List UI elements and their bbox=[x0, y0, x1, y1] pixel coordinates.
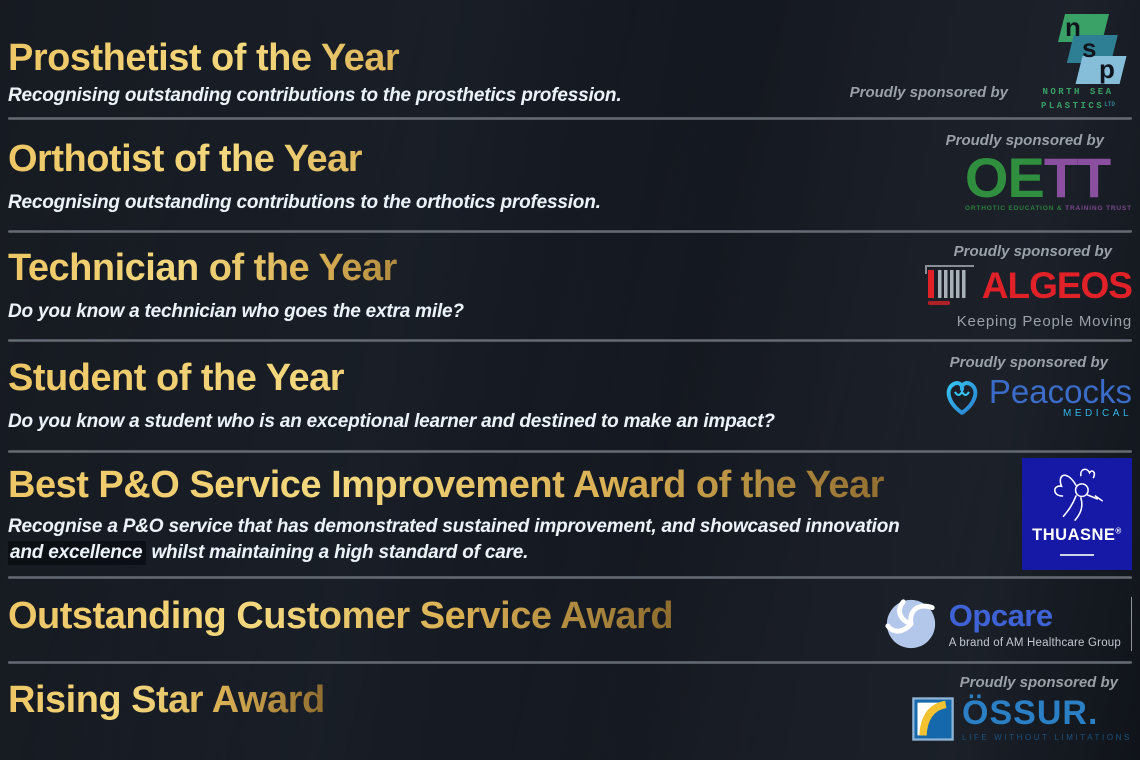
award-subtitle-line1: Recognise a P&O service that has demonst… bbox=[8, 515, 900, 537]
section-divider bbox=[8, 576, 1132, 579]
award-section-customer-service: Outstanding Customer Service Award Opcar… bbox=[0, 579, 1140, 661]
svg-text:p: p bbox=[1099, 54, 1115, 84]
peacocks-descriptor: MEDICAL bbox=[1063, 407, 1132, 419]
oett-logo: OETT ORTHOTIC EDUCATION & TRAINING TRUST bbox=[964, 146, 1132, 213]
award-subtitle: Recognising outstanding contributions to… bbox=[8, 191, 601, 213]
award-title: Outstanding Customer Service Award bbox=[8, 595, 674, 637]
award-title: Prosthetist of the Year bbox=[8, 38, 621, 79]
award-subtitle-line2: and excellence whilst maintaining a high… bbox=[8, 540, 529, 565]
award-title: Student of the Year bbox=[8, 358, 775, 399]
opcare-divider-line bbox=[1131, 597, 1132, 651]
subtitle-highlight: and excellence bbox=[8, 540, 147, 565]
sponsored-by-label: Proudly sponsored by bbox=[849, 84, 1008, 101]
algeos-logo: ALGEOS bbox=[924, 264, 1133, 308]
section-divider bbox=[8, 661, 1132, 664]
award-title: Best P&O Service Improvement Award of th… bbox=[8, 465, 900, 506]
award-title: Orthotist of the Year bbox=[8, 139, 601, 180]
svg-text:s: s bbox=[1082, 33, 1096, 63]
thuasne-cherub-icon bbox=[1054, 468, 1103, 521]
sponsored-by-label: Proudly sponsored by bbox=[945, 132, 1104, 149]
sponsored-by-label: Proudly sponsored by bbox=[959, 674, 1118, 691]
award-section-prosthetist: Prosthetist of the Year Recognising outs… bbox=[0, 0, 1140, 117]
ossur-tagline: LIFE WITHOUT LIMITATIONS bbox=[962, 733, 1132, 743]
ossur-wordmark: ÖSSUR. bbox=[962, 694, 1099, 732]
nsp-name-line2: PLASTICSLTD bbox=[1040, 100, 1116, 111]
opcare-swirl-icon bbox=[885, 599, 935, 649]
north-sea-plastics-logo: n s p NORTH SEA PLASTICSLTD bbox=[1024, 14, 1132, 113]
award-section-rising-star: Rising Star Award Proudly sponsored by Ö… bbox=[0, 664, 1140, 760]
algeos-barcode-icon bbox=[924, 265, 974, 305]
oett-wordmark: OETT bbox=[964, 146, 1111, 209]
opcare-logo: Opcare A brand of AM Healthcare Group bbox=[883, 587, 1132, 661]
ossur-logo: ÖSSUR. LIFE WITHOUT LIMITATIONS bbox=[912, 694, 1132, 743]
section-divider bbox=[8, 117, 1132, 120]
algeos-tagline: Keeping People Moving bbox=[956, 313, 1132, 330]
nsp-name-line1: NORTH SEA bbox=[1042, 87, 1114, 97]
nsp-suffix: LTD bbox=[1104, 100, 1116, 108]
thuasne-underline bbox=[1060, 554, 1094, 556]
award-section-best-po-service: Best P&O Service Improvement Award of th… bbox=[0, 453, 1140, 576]
algeos-wordmark: ALGEOS bbox=[981, 265, 1133, 307]
svg-text:n: n bbox=[1065, 14, 1081, 42]
opcare-wordmark: Opcare bbox=[948, 597, 1053, 633]
peacocks-heart-icon bbox=[946, 381, 978, 415]
registered-mark: ® bbox=[1115, 526, 1122, 536]
thuasne-logo: THUASNE® bbox=[1022, 458, 1132, 570]
award-title: Rising Star Award bbox=[8, 679, 325, 721]
peacocks-logo: Peacocks MEDICAL bbox=[941, 373, 1132, 419]
award-subtitle: Do you know a student who is an exceptio… bbox=[8, 410, 775, 432]
oett-tagline: ORTHOTIC EDUCATION & TRAINING TRUST bbox=[964, 205, 1132, 213]
sponsored-by-label: Proudly sponsored by bbox=[953, 243, 1112, 260]
award-subtitle: Do you know a technician who goes the ex… bbox=[8, 300, 464, 322]
section-divider bbox=[8, 339, 1132, 342]
peacocks-wordmark: Peacocks bbox=[988, 373, 1132, 411]
award-title: Technician of the Year bbox=[8, 248, 464, 289]
award-section-student: Student of the Year Do you know a studen… bbox=[0, 342, 1140, 449]
sponsored-by-label: Proudly sponsored by bbox=[949, 354, 1108, 371]
opcare-tagline: A brand of AM Healthcare Group bbox=[948, 636, 1121, 649]
award-section-orthotist: Orthotist of the Year Recognising outsta… bbox=[0, 120, 1140, 230]
section-divider bbox=[8, 230, 1132, 233]
ossur-icon bbox=[912, 697, 954, 741]
north-sea-plastics-icon: n s p bbox=[1058, 14, 1127, 84]
thuasne-wordmark: THUASNE® bbox=[1032, 526, 1122, 544]
award-subtitle: Recognising outstanding contributions to… bbox=[8, 85, 622, 106]
section-divider bbox=[8, 450, 1132, 453]
award-section-technician: Technician of the Year Do you know a tec… bbox=[0, 233, 1140, 339]
